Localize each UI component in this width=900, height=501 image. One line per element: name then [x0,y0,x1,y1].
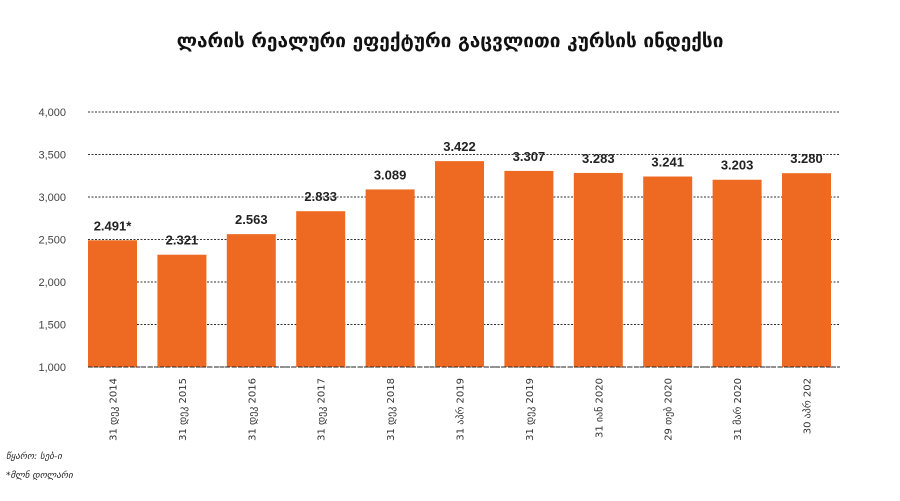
x-tick-label: 31 მარ 2020 [732,378,744,441]
bar [782,173,831,367]
x-tick-label: 31 დეკ 2018 [386,378,397,441]
data-label: 3.241 [651,155,684,170]
data-label: 2.833 [304,189,337,204]
chart-title: ლარის რეალური ეფექტური გაცვლითი კურსის ი… [176,30,724,52]
x-tick-label: 29 თებ 2020 [663,378,675,441]
bar [226,234,276,367]
data-label: 3.422 [443,139,476,154]
bar [712,179,762,367]
y-tick-label: 3,000 [38,192,66,204]
x-tick-label: 31 აპრ 2019 [455,378,467,441]
y-tick-label: 1,000 [38,362,66,374]
data-label: 3.089 [374,167,407,182]
data-label: 2.491* [94,218,133,233]
bar [157,254,207,367]
data-label: 2.563 [235,212,268,227]
bar [296,211,346,367]
bar [88,240,137,367]
bar [365,189,415,367]
x-tick-label: 31 დეკ 2019 [525,378,536,441]
bar [504,170,554,367]
bar [573,172,623,367]
y-tick-label: 1,500 [38,320,66,332]
unit-note: *მლნ დოლარი [6,471,73,481]
x-tick-label: 31 დეკ 2015 [178,378,189,441]
bar [643,176,693,367]
y-tick-label: 3,500 [38,150,66,162]
y-tick-label: 2,500 [38,235,66,247]
data-label: 2.321 [166,233,199,248]
x-tick-label: 31 იან 2020 [593,378,605,438]
bar [435,161,484,367]
data-label: 3.283 [582,151,615,166]
y-tick-label: 4,000 [38,107,66,119]
x-tick-label: 31 დეკ 2017 [317,378,328,441]
x-tick-label: 30 აპრ 202 [802,378,814,434]
x-tick-label: 31 დეკ 2014 [109,378,120,441]
y-tick-label: 2,000 [38,277,66,289]
data-label: 3.280 [790,151,823,166]
data-label: 3.203 [721,158,754,173]
x-tick-label: 31 დეკ 2016 [247,378,258,441]
data-label: 3.307 [513,149,546,164]
source-note: წყარო: სებ-ი [6,452,62,462]
